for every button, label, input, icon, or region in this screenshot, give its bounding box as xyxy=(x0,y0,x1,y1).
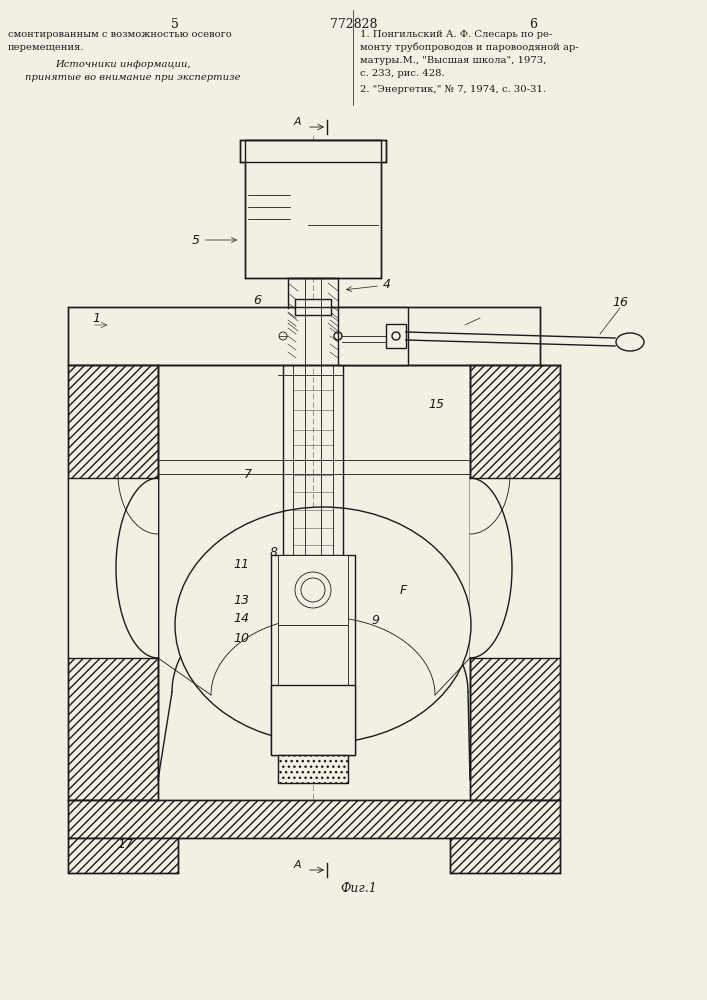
Text: 9: 9 xyxy=(371,613,379,626)
Bar xyxy=(333,365,343,560)
Bar xyxy=(278,755,348,783)
Bar xyxy=(470,365,560,800)
Bar xyxy=(283,365,293,560)
Text: 4: 4 xyxy=(346,278,391,292)
Bar xyxy=(240,140,386,162)
Bar xyxy=(68,307,275,365)
Text: 17: 17 xyxy=(117,838,133,852)
Bar xyxy=(470,478,560,658)
Text: Фиг.1: Фиг.1 xyxy=(340,882,377,895)
Text: принятые во внимание при экспертизе: принятые во внимание при экспертизе xyxy=(25,73,240,82)
Text: 2. "Энергетик," № 7, 1974, с. 30-31.: 2. "Энергетик," № 7, 1974, с. 30-31. xyxy=(360,85,546,94)
Text: 7: 7 xyxy=(244,468,252,482)
Bar xyxy=(68,365,158,800)
Bar xyxy=(278,555,348,625)
Text: 10: 10 xyxy=(233,632,249,645)
Bar xyxy=(278,625,348,685)
Text: 8: 8 xyxy=(270,546,278,560)
Text: с. 233, рис. 428.: с. 233, рис. 428. xyxy=(360,69,445,78)
Text: 13: 13 xyxy=(233,593,249,606)
Text: 772828: 772828 xyxy=(330,18,378,31)
Bar xyxy=(450,838,560,873)
Text: монту трубопроводов и паровоодяной ар-: монту трубопроводов и паровоодяной ар- xyxy=(360,43,579,52)
Bar xyxy=(271,555,355,755)
Bar xyxy=(68,478,158,658)
Text: 14: 14 xyxy=(233,611,249,624)
Text: 15: 15 xyxy=(428,398,444,412)
Text: 5: 5 xyxy=(192,233,236,246)
Text: Источники информации,: Источники информации, xyxy=(55,60,191,69)
Text: 6: 6 xyxy=(253,294,261,306)
Bar xyxy=(271,555,281,755)
Text: 11: 11 xyxy=(233,558,249,572)
Bar xyxy=(68,307,540,365)
Text: A: A xyxy=(293,117,300,127)
Bar xyxy=(295,299,331,315)
Bar xyxy=(338,307,408,365)
Text: A: A xyxy=(293,860,300,870)
Bar xyxy=(338,307,408,365)
Bar xyxy=(245,140,381,278)
Bar xyxy=(386,324,406,348)
Text: 12: 12 xyxy=(310,756,326,768)
Text: матуры.М., "Высшая школа", 1973,: матуры.М., "Высшая школа", 1973, xyxy=(360,56,547,65)
Ellipse shape xyxy=(616,333,644,351)
Bar xyxy=(345,555,355,755)
Text: 1. Понгильский А. Ф. Слесарь по ре-: 1. Понгильский А. Ф. Слесарь по ре- xyxy=(360,30,552,39)
Text: 5: 5 xyxy=(171,18,179,31)
Text: 1: 1 xyxy=(92,312,100,324)
Bar xyxy=(68,838,178,873)
Text: смонтированным с возможностью осевого: смонтированным с возможностью осевого xyxy=(8,30,232,39)
Ellipse shape xyxy=(175,507,471,743)
Bar xyxy=(271,685,355,755)
Text: 16: 16 xyxy=(612,296,628,308)
Bar xyxy=(68,800,560,838)
Text: 6: 6 xyxy=(529,18,537,31)
Bar xyxy=(373,307,540,365)
Bar xyxy=(295,299,331,315)
Text: перемещения.: перемещения. xyxy=(8,43,85,52)
Text: F: F xyxy=(399,584,407,596)
